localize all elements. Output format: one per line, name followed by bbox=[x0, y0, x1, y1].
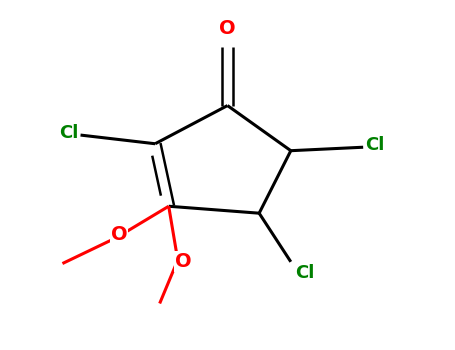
Text: Cl: Cl bbox=[59, 124, 78, 142]
Text: O: O bbox=[175, 252, 192, 271]
Text: Cl: Cl bbox=[295, 264, 315, 281]
Text: O: O bbox=[111, 225, 127, 244]
Text: O: O bbox=[219, 19, 236, 38]
Text: Cl: Cl bbox=[365, 136, 385, 154]
